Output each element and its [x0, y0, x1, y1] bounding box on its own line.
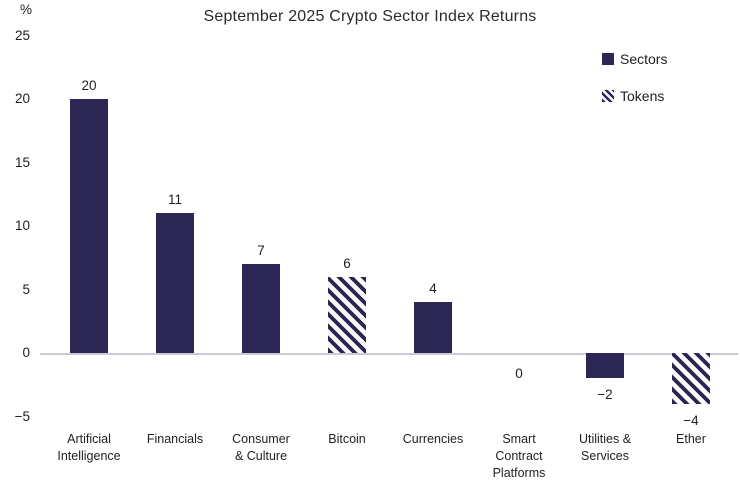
category-label-consumer-culture: Consumer & Culture [232, 432, 290, 463]
category-label-smart-contract-platforms: Smart Contract Platforms [492, 432, 546, 480]
legend-entry-sectors: Sectors [602, 51, 667, 67]
chart-title: September 2025 Crypto Sector Index Retur… [203, 8, 537, 25]
category-label-financials: Financials [146, 432, 204, 446]
y-tick-label: 15 [14, 154, 30, 170]
bar-financials [156, 213, 194, 353]
y-tick-label: 10 [14, 218, 30, 233]
value-label-smart-contract-platforms: 0 [515, 366, 523, 381]
category-label-currencies: Currencies [402, 432, 464, 446]
value-label-utilities-services: −2 [597, 387, 613, 403]
y-tick-label: 5 [22, 281, 30, 297]
bar-ether [672, 353, 710, 404]
y-tick-label: 25 [14, 27, 30, 43]
tokens-hatched-swatch-icon [602, 90, 614, 102]
value-label-bitcoin: 6 [343, 255, 351, 271]
category-label-ether: Ether [676, 432, 706, 446]
bar-consumer-culture [242, 264, 280, 353]
sectors-solid-swatch-icon [602, 53, 614, 65]
value-label-currencies: 4 [429, 281, 437, 297]
legend-entry-tokens: Tokens [602, 88, 667, 104]
legend-label-sectors: Sectors [620, 51, 668, 67]
y-tick-label: 0 [22, 345, 30, 360]
bar-currencies [414, 302, 452, 353]
bar-artificial-intelligence [70, 99, 108, 353]
zero-baseline [40, 353, 738, 355]
value-label-consumer-culture: 7 [257, 243, 265, 259]
category-label-utilities-services: Utilities & Services [578, 432, 632, 463]
value-label-artificial-intelligence: 20 [81, 78, 97, 93]
bar-bitcoin [328, 276, 366, 353]
y-axis-unit-label: % [19, 2, 32, 17]
legend: Sectors Tokens [602, 51, 667, 125]
value-label-financials: 11 [167, 192, 182, 208]
y-tick-label: −5 [14, 408, 30, 424]
category-label-artificial-intelligence: Artificial Intelligence [57, 432, 121, 463]
category-label-bitcoin: Bitcoin [328, 432, 366, 446]
value-label-ether: −4 [683, 412, 699, 428]
bar-utilities-services [586, 353, 624, 379]
y-tick-label: 20 [14, 91, 30, 106]
legend-label-tokens: Tokens [620, 88, 665, 104]
